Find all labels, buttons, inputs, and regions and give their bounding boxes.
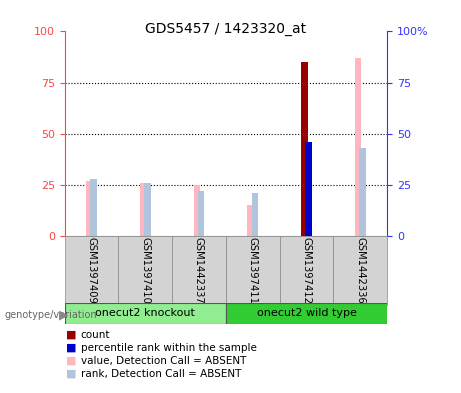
Text: GSM1397412: GSM1397412 [301, 237, 312, 304]
Text: ■: ■ [66, 343, 77, 353]
Text: ■: ■ [66, 330, 77, 340]
Text: GDS5457 / 1423320_at: GDS5457 / 1423320_at [145, 22, 307, 36]
Bar [252, 193, 258, 236]
Bar [198, 191, 204, 236]
Bar [359, 148, 366, 236]
Bar [301, 62, 307, 236]
Text: GSM1442337: GSM1442337 [194, 237, 204, 303]
Text: GSM1442336: GSM1442336 [355, 237, 366, 303]
Bar [65, 303, 226, 324]
Bar [144, 183, 151, 236]
Bar [90, 178, 97, 236]
Bar [226, 303, 387, 324]
Bar [333, 236, 387, 305]
Text: genotype/variation: genotype/variation [5, 310, 97, 320]
Text: value, Detection Call = ABSENT: value, Detection Call = ABSENT [81, 356, 246, 366]
Text: percentile rank within the sample: percentile rank within the sample [81, 343, 257, 353]
Text: GSM1397409: GSM1397409 [86, 237, 96, 304]
Bar [301, 62, 307, 236]
Text: ▶: ▶ [59, 309, 69, 322]
Bar [140, 183, 146, 236]
Bar [86, 181, 93, 236]
Bar [355, 58, 361, 236]
Bar [248, 205, 254, 236]
Bar [306, 142, 312, 236]
Bar [194, 185, 200, 236]
Bar [306, 142, 312, 236]
Text: ■: ■ [66, 369, 77, 379]
Text: ■: ■ [66, 356, 77, 366]
Bar [280, 236, 333, 305]
Text: onecut2 wild type: onecut2 wild type [257, 309, 356, 318]
Text: rank, Detection Call = ABSENT: rank, Detection Call = ABSENT [81, 369, 241, 379]
Text: GSM1397411: GSM1397411 [248, 237, 258, 304]
Bar [118, 236, 172, 305]
Bar [226, 236, 280, 305]
Text: GSM1397410: GSM1397410 [140, 237, 150, 304]
Text: count: count [81, 330, 110, 340]
Text: onecut2 knockout: onecut2 knockout [95, 309, 195, 318]
Bar [172, 236, 226, 305]
Bar [65, 236, 118, 305]
